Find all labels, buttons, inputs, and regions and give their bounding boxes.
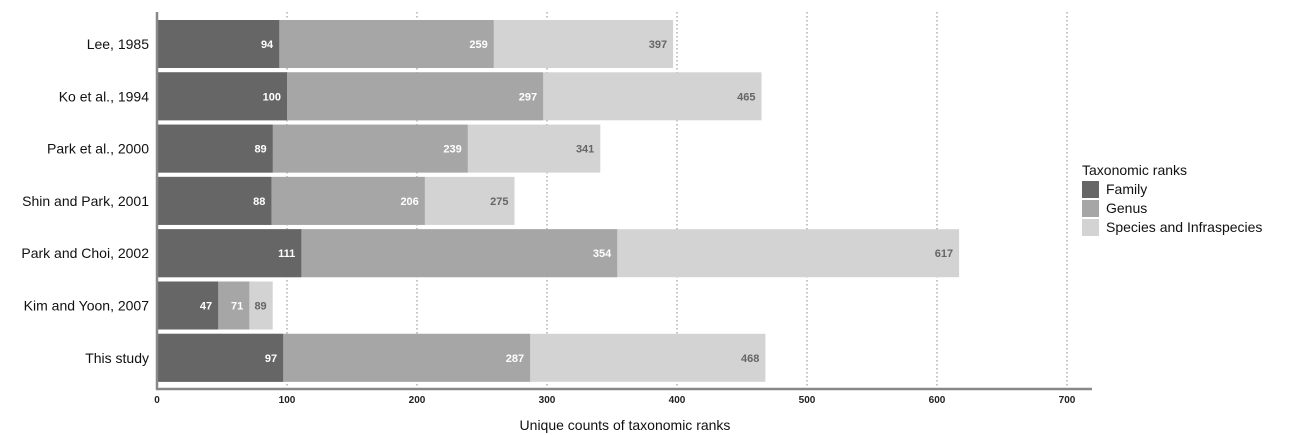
bar-value-label: 275 <box>490 196 508 208</box>
bar-value-label: 397 <box>649 39 667 51</box>
bar-family <box>157 72 287 121</box>
bar-family <box>157 229 302 278</box>
axes <box>155 12 1092 391</box>
bar-family <box>157 124 273 173</box>
bar-value-label: 297 <box>519 91 537 103</box>
x-tick-label: 400 <box>669 395 686 406</box>
legend-label: Family <box>1106 181 1147 197</box>
bar-value-label: 100 <box>263 91 281 103</box>
category-label: Park and Choi, 2002 <box>21 245 149 261</box>
bar-value-label: 71 <box>231 301 243 313</box>
bar-value-label: 354 <box>593 248 612 260</box>
legend-label: Genus <box>1106 200 1147 216</box>
category-label: Park et al., 2000 <box>47 141 149 157</box>
bar-value-label: 239 <box>443 144 461 156</box>
bar-family <box>157 281 219 330</box>
bar-value-label: 97 <box>265 353 277 365</box>
category-labels: Lee, 1985 Ko et al., 1994 Park et al., 200… <box>21 36 149 366</box>
legend-swatch <box>1082 219 1099 236</box>
bar-family <box>157 333 284 382</box>
bar-value-label: 89 <box>254 301 266 313</box>
x-axis-title: Unique counts of taxonomic ranks <box>520 417 731 433</box>
x-tick-label: 300 <box>539 395 556 406</box>
x-tick-label: 0 <box>154 395 160 406</box>
legend-swatch <box>1082 181 1099 198</box>
x-tick-label: 200 <box>409 395 426 406</box>
category-label: Shin and Park, 2001 <box>22 193 149 209</box>
bars: 94 259 397 100 297 465 89 239 341 88 206 275 111 354 6… <box>157 20 960 382</box>
bar-family <box>157 176 272 225</box>
bar-value-label: 341 <box>576 144 594 156</box>
bar-value-label: 465 <box>737 91 755 103</box>
bar-value-label: 88 <box>253 196 265 208</box>
x-tick-label: 500 <box>799 395 816 406</box>
category-label: This study <box>85 350 149 366</box>
legend-label: Species and Infraspecies <box>1106 219 1262 235</box>
x-tick-label: 600 <box>929 395 946 406</box>
bar-value-label: 111 <box>278 248 295 260</box>
category-label: Kim and Yoon, 2007 <box>24 298 150 314</box>
bar-value-label: 94 <box>261 39 274 51</box>
bar-value-label: 259 <box>469 39 487 51</box>
category-label: Ko et al., 1994 <box>59 88 150 104</box>
bar-value-label: 206 <box>400 196 418 208</box>
x-tick-labels: 0 100 200 300 400 500 600 700 <box>154 395 1076 406</box>
bar-value-label: 47 <box>200 301 212 313</box>
bar-value-label: 468 <box>741 353 759 365</box>
legend: Taxonomic ranks Family Genus Species and I… <box>1082 162 1262 236</box>
x-tick-label: 700 <box>1059 395 1076 406</box>
x-tick-label: 100 <box>279 395 296 406</box>
bar-value-label: 617 <box>935 248 953 260</box>
bar-value-label: 287 <box>506 353 524 365</box>
legend-swatch <box>1082 200 1099 217</box>
category-label: Lee, 1985 <box>87 36 149 52</box>
bar-value-label: 89 <box>254 144 266 156</box>
bar-family <box>157 20 280 68</box>
legend-title: Taxonomic ranks <box>1082 162 1187 178</box>
